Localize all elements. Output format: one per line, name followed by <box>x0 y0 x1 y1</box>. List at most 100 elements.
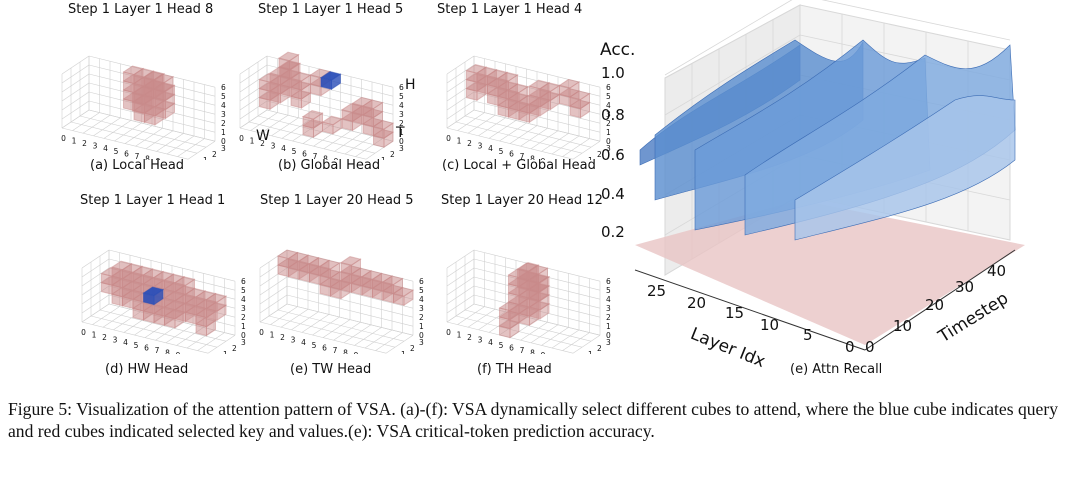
x-tick-label: 4 <box>488 144 493 153</box>
x-tick-label: 9 <box>156 157 161 160</box>
voxel-cube <box>321 115 344 135</box>
h-tick-label: 2 <box>241 313 246 322</box>
acc-axis-label: Acc. <box>600 40 636 60</box>
z-tick: 0.2 <box>601 223 625 241</box>
x-tick-label: 7 <box>520 152 525 160</box>
x-tick-label: 4 <box>281 144 286 153</box>
x-tick-label: 6 <box>302 149 307 158</box>
voxel-cube <box>153 82 176 102</box>
h-tick-label: 2 <box>606 313 611 322</box>
recall-floor-plane <box>635 200 1025 345</box>
h-tick-label: 6 <box>606 277 611 286</box>
voxel-cube <box>301 110 324 130</box>
timestep-tick: 30 <box>955 278 975 296</box>
gridline <box>821 0 1011 41</box>
panel-title: Step 1 Layer 1 Head 4 <box>437 2 583 17</box>
h-tick-label: 2 <box>606 119 611 128</box>
x-tick-label: 3 <box>271 142 276 151</box>
h-tick-label: 5 <box>221 92 226 101</box>
h-tick-label: 1 <box>399 128 404 137</box>
x-tick-label: 8 <box>323 155 328 160</box>
h-tick-label: 5 <box>241 286 246 295</box>
x-tick-label: 1 <box>457 330 462 339</box>
x-tick-label: 3 <box>478 142 483 151</box>
x-tick-label: 4 <box>103 144 108 153</box>
voxel-cube <box>517 262 540 282</box>
x-tick-label: 9 <box>354 351 359 354</box>
voxel-cube <box>173 276 196 296</box>
t-tick-label: 1 <box>203 156 208 160</box>
h-tick-label: 0 <box>399 137 404 146</box>
timestep-axis-line <box>864 249 1016 351</box>
x-tick-label: 0 <box>239 134 244 143</box>
voxel-cube <box>142 286 165 306</box>
h-tick-label: 6 <box>399 83 404 92</box>
h-tick-label: 5 <box>606 286 611 295</box>
voxel-cube <box>143 70 166 90</box>
layer-tick: 0 <box>845 338 855 356</box>
h-tick-label: 6 <box>606 83 611 92</box>
x-tick-label: 8 <box>145 155 150 160</box>
t-tick-label: 1 <box>223 350 228 354</box>
h-tick-label: 4 <box>419 295 424 304</box>
x-tick-label: 3 <box>113 336 118 345</box>
h-tick-label: 3 <box>399 110 404 119</box>
panel-caption: (b) Global Head <box>278 158 381 173</box>
h-tick-label: 1 <box>606 322 611 331</box>
x-tick-label: 5 <box>114 147 119 156</box>
x-tick-label: 7 <box>313 152 318 160</box>
t-tick-label: 2 <box>232 344 237 353</box>
x-tick-label: 1 <box>250 136 255 145</box>
h-tick-label: 3 <box>606 110 611 119</box>
voxel-cube <box>205 293 228 313</box>
figure-caption: Figure 5: Visualization of the attention… <box>8 399 1059 441</box>
voxel-cube <box>318 259 341 279</box>
t-tick-label: 3 <box>399 144 404 153</box>
timestep-tick: 20 <box>925 296 945 314</box>
attn-recall-panel: Acc. 1.0 0.8 0.6 0.4 0.2 25 20 15 10 5 0… <box>595 0 1080 390</box>
t-tick-label: 3 <box>606 338 611 347</box>
h-tick-label: 4 <box>241 295 246 304</box>
h-tick-label: 0 <box>241 331 246 340</box>
voxel-cube <box>372 120 395 140</box>
x-tick-label: 0 <box>446 134 451 143</box>
x-tick-label: 4 <box>488 338 493 347</box>
x-tick-label: 1 <box>270 330 275 339</box>
layer-tick: 5 <box>803 326 813 344</box>
gridline <box>664 0 793 76</box>
h-tick-label: 3 <box>221 110 226 119</box>
h-tick-label: 3 <box>419 304 424 313</box>
x-tick-label: 1 <box>72 136 77 145</box>
x-tick-label: 0 <box>259 328 264 337</box>
x-tick-label: 2 <box>82 139 87 148</box>
x-tick-label: 8 <box>165 349 170 354</box>
x-tick-label: 5 <box>292 147 297 156</box>
x-tick-label: 2 <box>260 139 265 148</box>
timestep-tick: 10 <box>893 317 913 335</box>
layer-tick: 15 <box>725 304 745 322</box>
h-tick-label: 1 <box>606 128 611 137</box>
x-tick-label: 6 <box>509 343 514 352</box>
panel-caption: (f) TH Head <box>477 362 552 377</box>
t-tick-label: 1 <box>588 156 593 160</box>
x-tick-label: 7 <box>333 346 338 354</box>
h-tick-label: 1 <box>221 128 226 137</box>
t-tick-label: 3 <box>241 338 246 347</box>
h-tick-label: 3 <box>241 304 246 313</box>
voxel-cube <box>507 83 530 103</box>
recall-surface-ribbon <box>794 95 1016 241</box>
t-tick-label: 2 <box>212 150 217 159</box>
x-tick-label: 3 <box>93 142 98 151</box>
panel-th-head: Step 1 Layer 20 Head 12 0123456789101112… <box>405 190 611 380</box>
h-tick-label: 4 <box>606 101 611 110</box>
z-tick: 0.8 <box>601 106 625 124</box>
panel-title: Step 1 Layer 20 Head 5 <box>260 193 414 208</box>
h-tick-label: 6 <box>419 277 424 286</box>
x-tick-label: 7 <box>135 152 140 160</box>
panel-local-head: Step 1 Layer 1 Head 8 012345678910111201… <box>40 0 240 185</box>
x-tick-label: 7 <box>155 346 160 354</box>
x-tick-label: 9 <box>176 351 181 354</box>
recall-surface <box>639 39 1016 241</box>
cube-plot: 012345678910111201234560123 <box>81 249 246 354</box>
x-tick-label: 2 <box>467 333 472 342</box>
